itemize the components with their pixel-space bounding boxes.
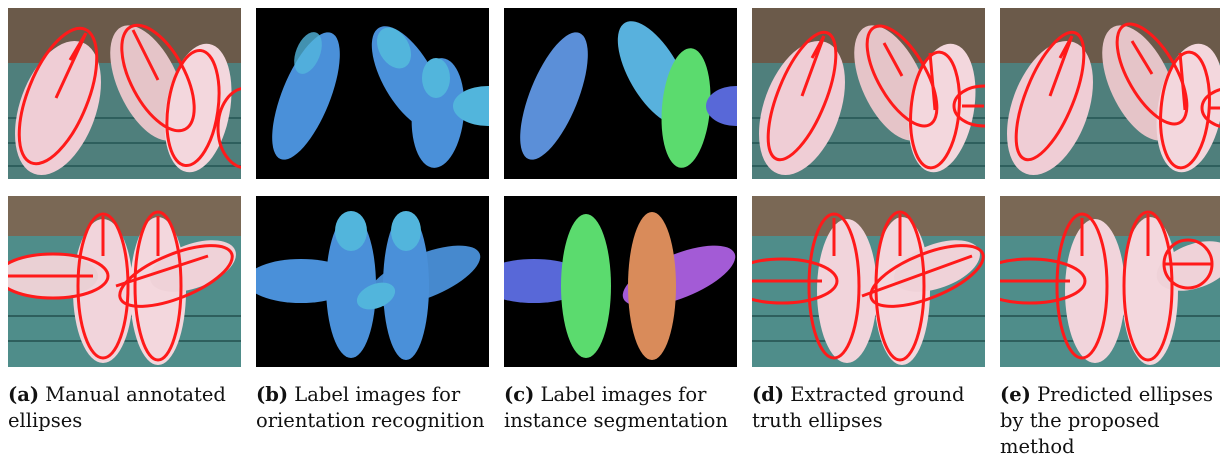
column-e	[1000, 8, 1220, 367]
caption-b-letter: (b)	[256, 383, 289, 406]
photo-a-bottom	[8, 196, 241, 367]
caption-c: (c) Label images for instance segmentati…	[504, 382, 744, 434]
photo-d-top	[752, 8, 985, 179]
column-c	[504, 8, 737, 367]
column-d	[752, 8, 985, 367]
caption-a: (a) Manual annotated ellipses	[8, 382, 248, 434]
column-a	[8, 8, 241, 367]
caption-e: (e) Predicted ellipses by the proposed m…	[1000, 382, 1215, 460]
caption-e-letter: (e)	[1000, 383, 1031, 406]
caption-d-letter: (d)	[752, 383, 785, 406]
caption-c-text: Label images for instance segmentation	[504, 383, 728, 432]
caption-d: (d) Extracted ground truth ellipses	[752, 382, 992, 434]
caption-a-letter: (a)	[8, 383, 40, 406]
column-b	[256, 8, 489, 367]
segmentation-label-top	[504, 8, 737, 179]
caption-b: (b) Label images for orientation recogni…	[256, 382, 496, 434]
caption-b-text: Label images for orientation recognition	[256, 383, 485, 432]
orientation-label-bottom	[256, 196, 489, 367]
orientation-label-top	[256, 8, 489, 179]
photo-d-bottom	[752, 196, 985, 367]
caption-c-letter: (c)	[504, 383, 535, 406]
photo-a-top	[8, 8, 241, 179]
photo-e-bottom	[1000, 196, 1220, 367]
segmentation-label-bottom	[504, 196, 737, 367]
caption-a-text: Manual annotated ellipses	[8, 383, 226, 432]
caption-e-text: Predicted ellipses by the proposed metho…	[1000, 383, 1214, 458]
caption-d-text: Extracted ground truth ellipses	[752, 383, 965, 432]
photo-e-top	[1000, 8, 1220, 179]
